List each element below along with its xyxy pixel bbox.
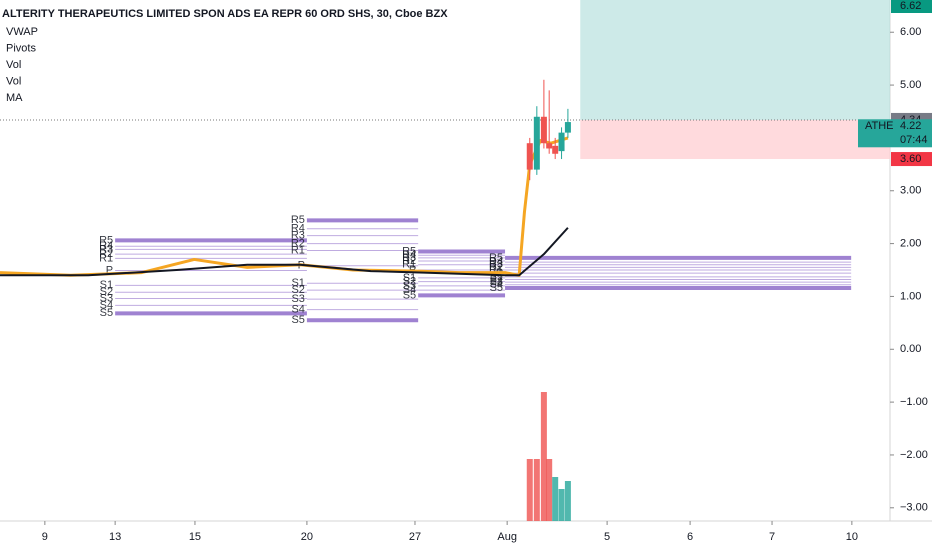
target-zone xyxy=(580,0,890,120)
price-label: 3.60 xyxy=(900,153,921,165)
candle-body xyxy=(526,143,533,170)
pivot-label: S5 xyxy=(490,282,503,294)
pivot-label: S5 xyxy=(291,314,304,326)
pivot-label: S2 xyxy=(100,286,113,298)
legend-entry: Vol xyxy=(6,59,21,71)
stop-zone xyxy=(580,119,890,160)
x-tick-label: Aug xyxy=(497,531,517,543)
x-tick-label: 20 xyxy=(301,531,313,543)
price-label-box xyxy=(891,152,932,167)
pivot-label: R5 xyxy=(402,245,416,257)
symbol-label: ATHE xyxy=(865,120,894,132)
pivot-label: S1 xyxy=(403,272,416,284)
pivot-label: R3 xyxy=(402,252,416,264)
x-tick-label: 15 xyxy=(189,531,201,543)
candle-body xyxy=(533,116,540,170)
pivot-label: R3 xyxy=(99,243,113,255)
countdown: 07:44 xyxy=(900,134,928,146)
candle-body xyxy=(546,143,553,149)
x-tick-label: 5 xyxy=(604,531,610,543)
volume-bar xyxy=(540,392,547,521)
legend-entry: VWAP xyxy=(6,26,38,38)
y-tick-label: −3.00 xyxy=(900,502,928,514)
pivot-label: S4 xyxy=(403,284,416,296)
pivot-label: S3 xyxy=(291,293,304,305)
pivot-label: R2 xyxy=(99,248,113,260)
pivot-label: R1 xyxy=(402,259,416,271)
price-label-box xyxy=(891,0,932,13)
pivot-label: R1 xyxy=(99,252,113,264)
volume-bar xyxy=(526,459,533,521)
pivot-label: R3 xyxy=(291,230,305,242)
candle-body xyxy=(564,122,571,133)
y-tick-label: 1.00 xyxy=(900,290,921,302)
volume-bar xyxy=(546,459,553,521)
pivot-label: R4 xyxy=(489,256,503,268)
pivot-label: R5 xyxy=(291,214,305,226)
pivot-label: S3 xyxy=(490,276,503,288)
pivot-label: S5 xyxy=(403,289,416,301)
chart-title: ALTERITY THERAPEUTICS LIMITED SPON ADS E… xyxy=(2,8,448,20)
last-price: 4.22 xyxy=(900,120,921,132)
legend-entry: Vol xyxy=(6,75,21,87)
candle-body xyxy=(552,145,559,154)
volume-bar xyxy=(558,489,565,521)
indicator-line xyxy=(0,227,569,277)
pivot-label: S2 xyxy=(403,276,416,288)
x-tick-label: 27 xyxy=(409,531,421,543)
pivot-label: S3 xyxy=(100,292,113,304)
y-tick-label: 0.00 xyxy=(900,343,921,355)
x-tick-label: 13 xyxy=(109,531,121,543)
legend-entry: Pivots xyxy=(6,42,36,54)
x-tick-label: 10 xyxy=(846,531,858,543)
pivot-label: R2 xyxy=(489,261,503,273)
price-label: 6.62 xyxy=(900,0,921,12)
last-price-box xyxy=(858,119,932,148)
y-tick-label: 5.00 xyxy=(900,79,921,91)
pivot-label: R3 xyxy=(489,259,503,271)
pivot-label: R4 xyxy=(402,249,416,261)
x-tick-label: 9 xyxy=(42,531,48,543)
pivot-label: S5 xyxy=(100,307,113,319)
y-tick-label: 2.00 xyxy=(900,237,921,249)
candle-body xyxy=(558,132,565,152)
pivot-label: S3 xyxy=(403,280,416,292)
pivot-label: R5 xyxy=(99,234,113,246)
pivot-label: R4 xyxy=(99,240,113,252)
y-tick-label: 6.00 xyxy=(900,26,921,38)
pivot-label: R4 xyxy=(291,223,305,235)
pivot-label: S1 xyxy=(100,279,113,291)
y-tick-label: −2.00 xyxy=(900,449,928,461)
candle-body xyxy=(540,116,547,144)
pivot-label: R2 xyxy=(291,237,305,249)
volume-bar xyxy=(533,459,540,521)
y-tick-label: 3.00 xyxy=(900,185,921,197)
plot: R5R4R3R2R1PS1S2S3S4S5R5R4R3R2R1PS1S2S3S4… xyxy=(0,0,890,521)
pivot-label: R1 xyxy=(291,244,305,256)
x-tick-label: 7 xyxy=(769,531,775,543)
pivot-label: R5 xyxy=(489,252,503,264)
pivot-label: S4 xyxy=(490,279,503,291)
y-tick-label: −1.00 xyxy=(900,396,928,408)
pivot-label: S2 xyxy=(490,273,503,285)
volume-bar xyxy=(564,481,571,521)
pivot-label: R2 xyxy=(402,255,416,267)
legend-entry: MA xyxy=(6,92,23,104)
pivot-label: S2 xyxy=(291,284,304,296)
volume-bar xyxy=(552,477,559,521)
pivot-label: S4 xyxy=(291,304,304,316)
x-tick-label: 6 xyxy=(687,531,693,543)
pivot-label: S1 xyxy=(291,277,304,289)
pivot-label: P xyxy=(106,264,113,276)
pivot-label: S4 xyxy=(100,299,113,311)
